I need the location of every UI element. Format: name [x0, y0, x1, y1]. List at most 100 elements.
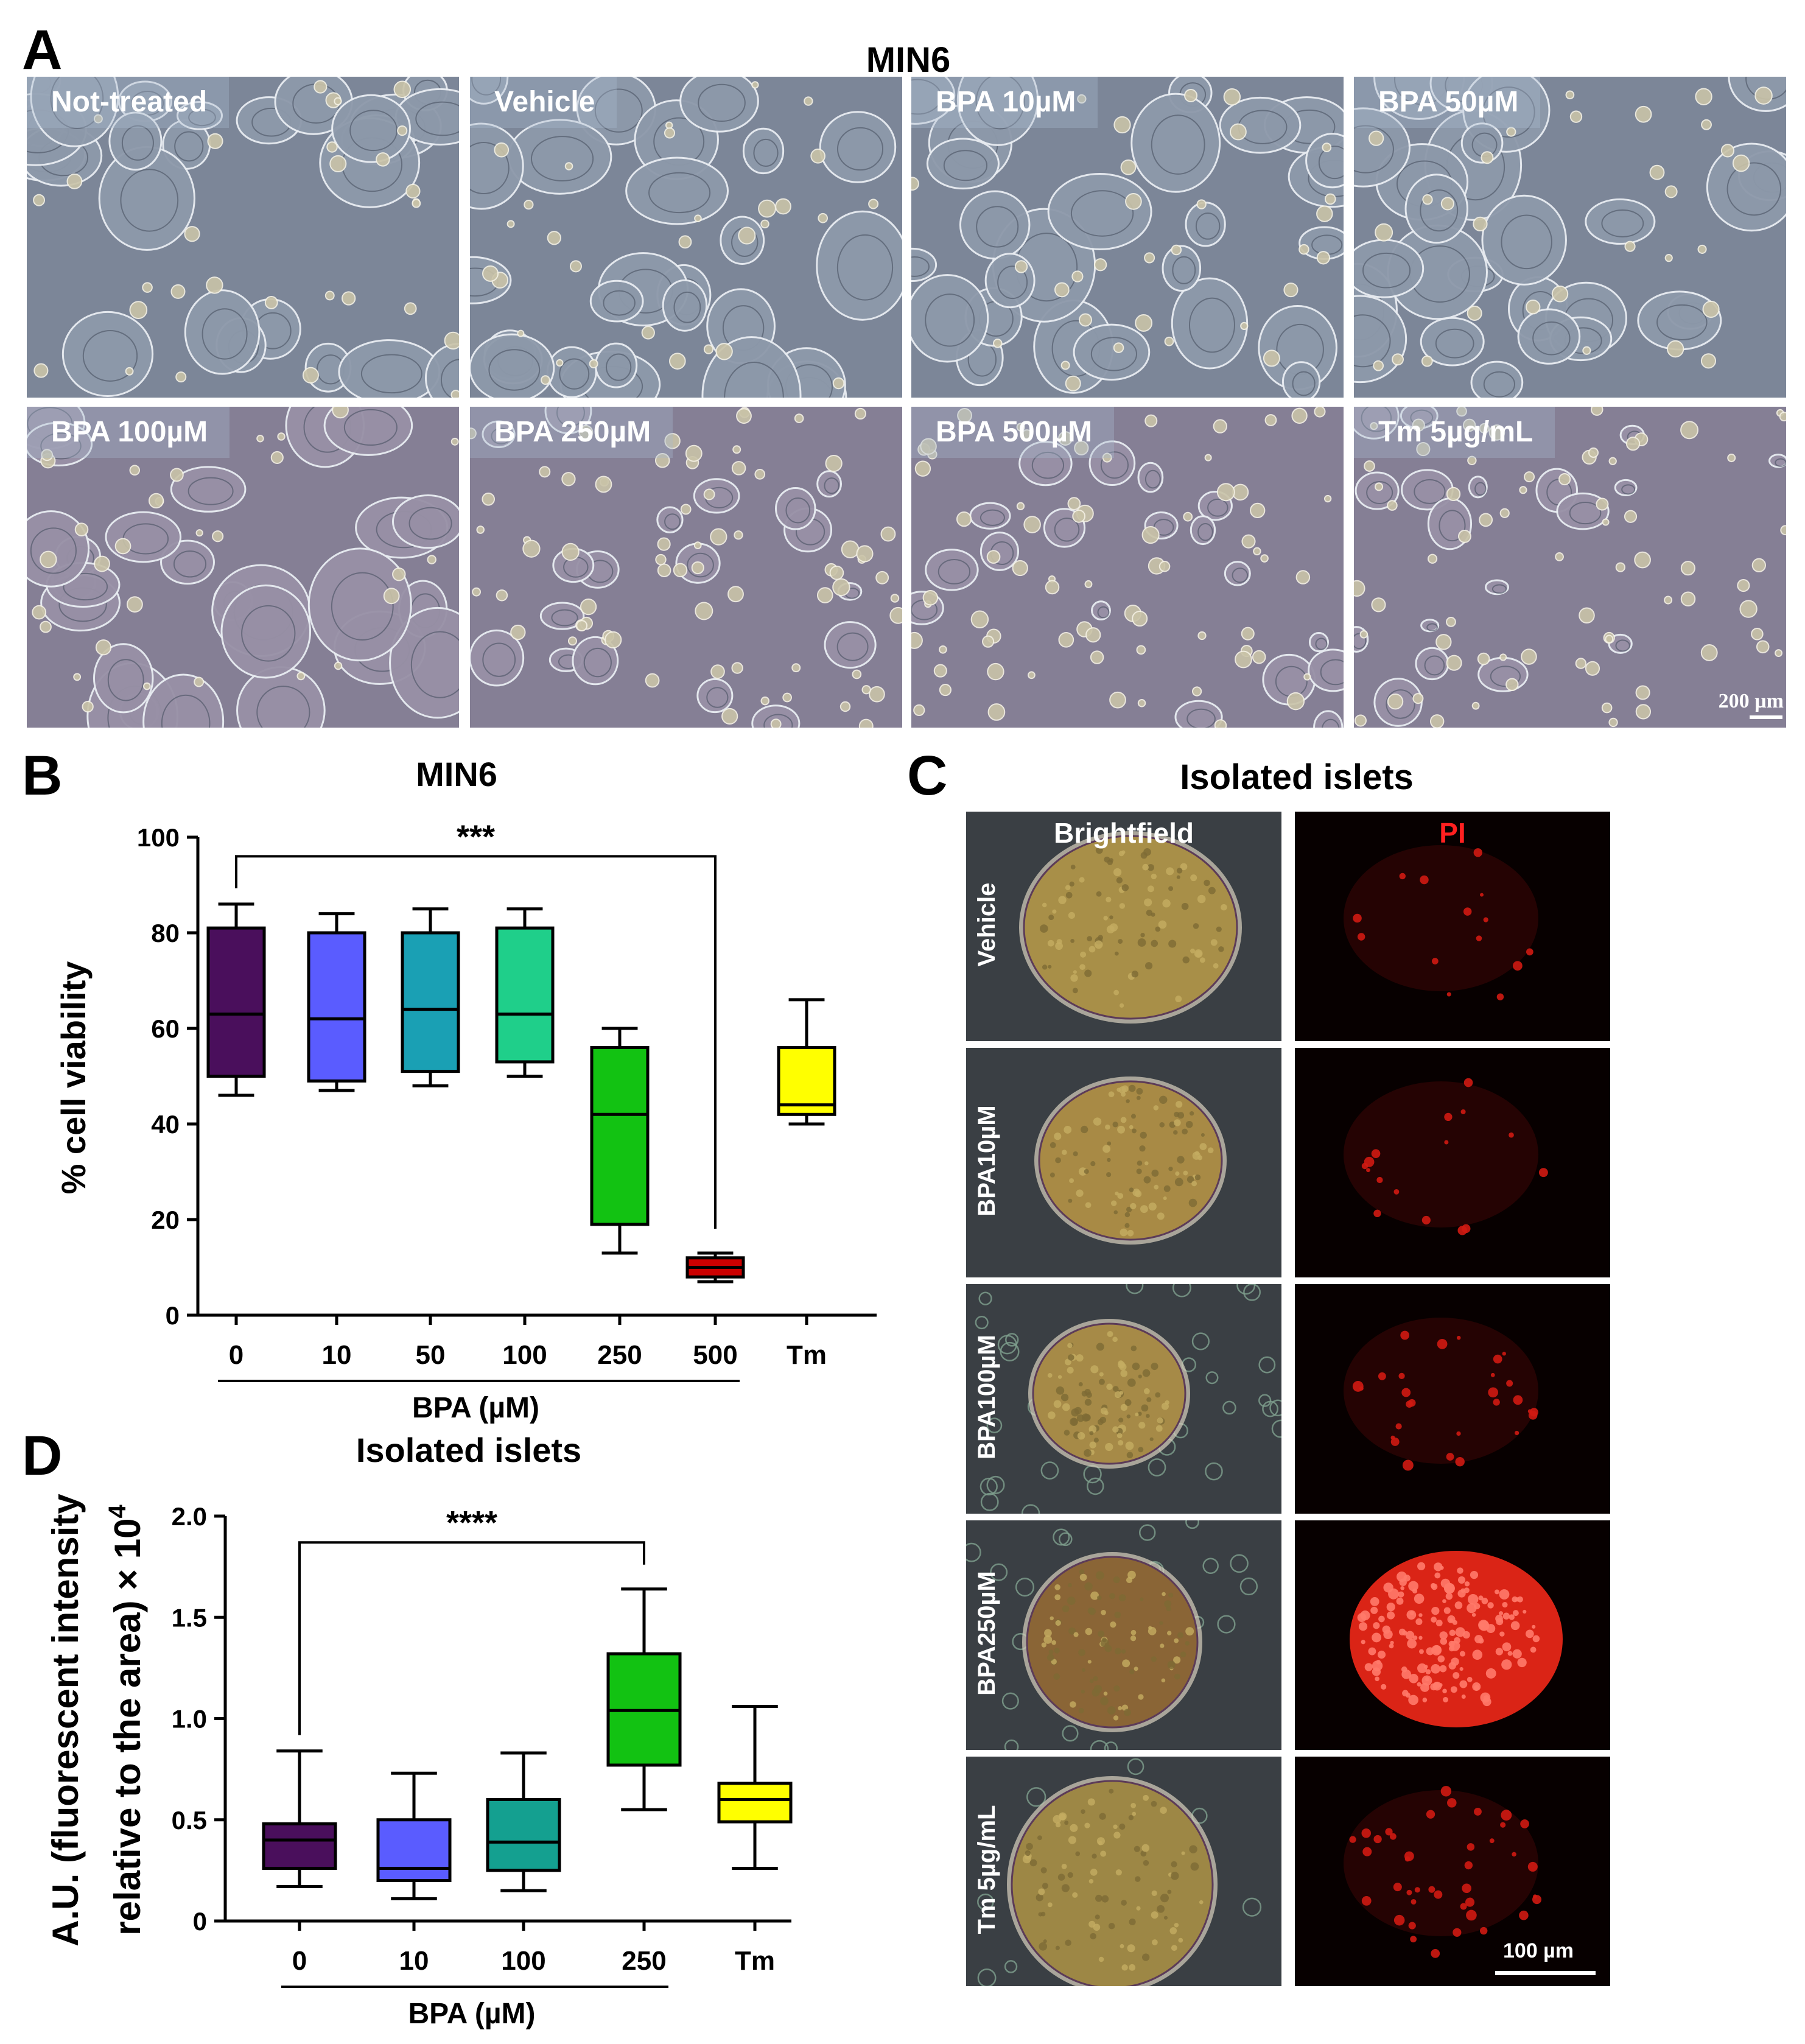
x-tick-label: 250 — [622, 1946, 666, 1976]
micrograph-image — [1354, 77, 1786, 398]
y-tick-label: 80 — [151, 919, 180, 947]
x-tick-label: 0 — [292, 1946, 307, 1976]
pi-fluorescence-image — [1295, 812, 1610, 1041]
micrograph-tile: BPA 500µM — [911, 407, 1344, 728]
y-tick-label: 40 — [151, 1110, 180, 1139]
box — [777, 1045, 836, 1116]
x-tick-label: 100 — [501, 1946, 545, 1976]
brightfield-column-label: Brightfield — [1054, 817, 1194, 849]
panel-c-title: Isolated islets — [1180, 757, 1414, 797]
panel-a-title: MIN6 — [866, 40, 951, 80]
micrograph-image — [911, 77, 1344, 398]
y-axis-label-line1: A.U. (fluorescent intensity — [45, 1494, 86, 1947]
y-tick-label: 1.0 — [172, 1705, 207, 1733]
micrograph-image — [911, 407, 1344, 728]
box — [590, 1045, 650, 1226]
box-plot-50 — [401, 907, 460, 1087]
x-tick-label: 100 — [502, 1340, 547, 1370]
y-tick-label: 0 — [166, 1301, 180, 1330]
panel-a-letter: A — [22, 19, 63, 81]
box-plot-0 — [206, 902, 266, 1097]
brightfield-image: Vehicle — [966, 812, 1281, 1041]
brightfield-image: Tm 5µg/mL — [966, 1757, 1281, 1986]
panel-c-letter: C — [907, 745, 948, 807]
scale-bar — [1495, 1971, 1596, 1975]
y-axis-label-line2: relative to the area) × 104 — [104, 1504, 148, 1935]
micrograph-label: BPA 500µM — [911, 407, 1115, 458]
pi-intensity-box-chart: Isolated islets 0 0.5 1.0 1.5 2.0 0 10 100 250 Tm *… — [45, 1431, 793, 2030]
box — [717, 1782, 793, 1824]
viability-box-chart: MIN6 0 20 40 60 80 100 0 10 50 100 250 500 Tm *** BPA (… — [54, 755, 877, 1424]
box — [486, 1798, 561, 1872]
micrograph-tile: BPA 250µM — [470, 407, 902, 728]
micrograph-tile: BPA 50µM — [1354, 77, 1786, 398]
x-tick-label: 250 — [597, 1340, 642, 1370]
micrograph-tile: Vehicle — [470, 77, 902, 398]
box-plot-0 — [262, 1749, 337, 1888]
y-tick-label: 1.5 — [172, 1603, 207, 1632]
islet-row-label: Tm 5µg/mL — [973, 1805, 1000, 1934]
box-plot-10 — [376, 1771, 452, 1900]
box — [206, 926, 266, 1078]
brightfield-image: BPA10µM — [966, 1048, 1281, 1277]
y-tick-label: 100 — [137, 823, 180, 852]
chart-title: MIN6 — [416, 755, 497, 793]
panel-b-letter: B — [22, 745, 63, 807]
y-axis-label: % cell viability — [54, 961, 93, 1195]
micrograph-tile: Tm 5µg/mL 200 µm — [1354, 407, 1786, 728]
box-plot-100 — [486, 1751, 561, 1892]
pi-fluorescence-image: 100 µm — [1295, 1757, 1610, 1986]
scale-bar — [1750, 715, 1782, 719]
y-tick-label: 20 — [151, 1206, 180, 1234]
box-plot-250 — [590, 1027, 650, 1255]
box-plot-250 — [606, 1587, 682, 1811]
box-plot-10 — [307, 912, 366, 1092]
x-tick-label: Tm — [735, 1946, 775, 1976]
x-tick-label: 50 — [416, 1340, 446, 1370]
box-plot-Tm — [777, 998, 836, 1126]
islet-row-label: BPA250µM — [973, 1571, 1000, 1696]
pi-fluorescence-image — [1295, 1048, 1610, 1277]
micrograph-tile: Not-treated — [27, 77, 459, 398]
significance-label: **** — [446, 1505, 497, 1541]
x-tick-label: 10 — [399, 1946, 429, 1976]
micrograph-label: Vehicle — [470, 77, 617, 128]
micrograph-label: BPA 250µM — [470, 407, 673, 458]
micrograph-label: BPA 100µM — [27, 407, 230, 458]
pi-fluorescence-image — [1295, 1520, 1610, 1750]
chart-title: Isolated islets — [356, 1431, 581, 1469]
pi-fluorescence-image — [1295, 1284, 1610, 1514]
micrograph-image — [470, 407, 902, 728]
y-tick-label: 0.5 — [172, 1806, 207, 1835]
x-tick-label: 500 — [693, 1340, 737, 1370]
significance-bracket — [235, 855, 717, 1229]
box-plot-100 — [495, 907, 555, 1078]
micrograph-image — [470, 77, 902, 398]
micrograph-label: BPA 50µM — [1354, 77, 1541, 128]
pi-column-label: PI — [1439, 817, 1466, 849]
x-tick-label: Tm — [787, 1340, 827, 1370]
x-tick-label: 10 — [322, 1340, 352, 1370]
y-tick-label: 0 — [193, 1907, 207, 1936]
micrograph-image — [27, 77, 459, 398]
y-tick-label: 2.0 — [172, 1502, 207, 1531]
brightfield-image: BPA250µM — [966, 1520, 1281, 1750]
islet-row-label: BPA100µM — [973, 1335, 1000, 1459]
y-tick-label: 60 — [151, 1014, 180, 1043]
x-axis-label: BPA (µM) — [412, 1392, 539, 1424]
micrograph-image — [27, 407, 459, 728]
micrograph-tile: BPA 100µM — [27, 407, 459, 728]
scale-bar-label: 100 µm — [1503, 1939, 1574, 1962]
islet-row-label: Vehicle — [973, 882, 1000, 967]
significance-bracket — [298, 1541, 645, 1735]
micrograph-image — [1354, 407, 1786, 728]
brightfield-image: BPA100µM — [966, 1284, 1281, 1514]
box — [262, 1822, 337, 1870]
micrograph-tile: BPA 10µM — [911, 77, 1344, 398]
box — [495, 926, 555, 1064]
significance-label: *** — [457, 818, 495, 855]
panel-d-letter: D — [22, 1425, 63, 1487]
box-plot-Tm — [717, 1705, 793, 1870]
x-axis-label: BPA (µM) — [408, 1998, 536, 2030]
box — [401, 931, 460, 1073]
